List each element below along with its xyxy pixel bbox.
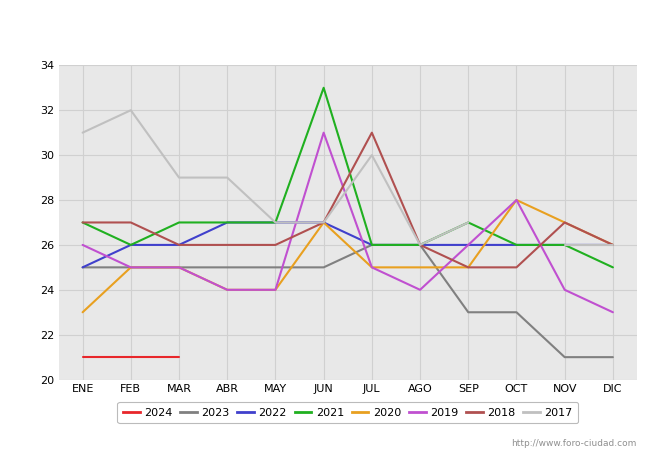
- Text: Afiliados en Constanzana a 31/5/2024: Afiliados en Constanzana a 31/5/2024: [190, 26, 505, 44]
- Text: http://www.foro-ciudad.com: http://www.foro-ciudad.com: [512, 439, 637, 448]
- Legend: 2024, 2023, 2022, 2021, 2020, 2019, 2018, 2017: 2024, 2023, 2022, 2021, 2020, 2019, 2018…: [118, 402, 578, 423]
